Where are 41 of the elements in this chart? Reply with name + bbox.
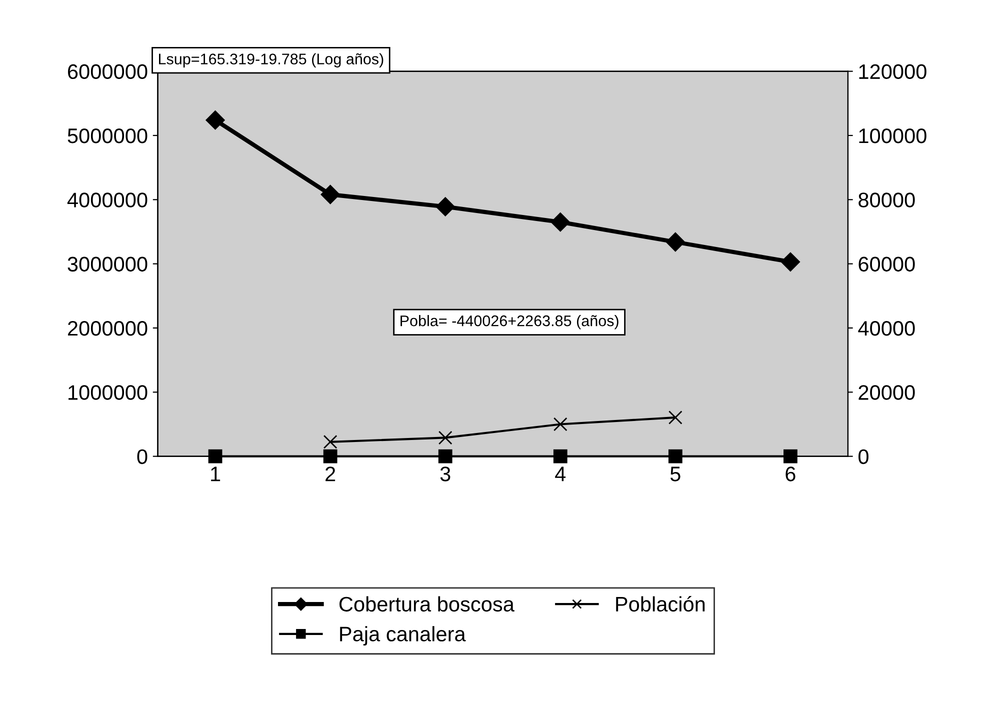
y2-tick-label: 40000 bbox=[858, 320, 915, 336]
y2-tick-label: 100000 bbox=[859, 128, 926, 144]
y2-tick-label: 80000 bbox=[858, 192, 915, 208]
point bbox=[553, 417, 568, 432]
point bbox=[668, 449, 682, 464]
point bbox=[436, 197, 455, 216]
point bbox=[553, 449, 568, 464]
y-tick-label: 2000000 bbox=[68, 320, 148, 336]
point bbox=[323, 434, 338, 449]
y2-tick-label: 0 bbox=[858, 449, 868, 464]
y2-tick-label: 60000 bbox=[858, 256, 915, 272]
x-tick-label: 4 bbox=[555, 466, 566, 482]
point bbox=[550, 212, 570, 232]
point bbox=[323, 449, 338, 464]
legend-label: Población bbox=[616, 596, 705, 612]
text: Lsup=165.319-19.785 (Log años) bbox=[159, 53, 384, 68]
point bbox=[438, 430, 452, 445]
y2-tick-label: 120000 bbox=[859, 64, 926, 80]
point bbox=[206, 110, 225, 130]
y-tick-label: 5000000 bbox=[68, 128, 148, 144]
y2-tick-label: 20000 bbox=[858, 385, 915, 400]
y-tick-label: 4000000 bbox=[67, 192, 148, 208]
annotation: Pobla= -440026+2263.85 (años) bbox=[400, 315, 618, 330]
x-tick-label: 2 bbox=[326, 466, 336, 482]
x-tick-label: 3 bbox=[440, 466, 450, 482]
point bbox=[438, 449, 452, 464]
legend-label: Paja canalera bbox=[340, 626, 466, 646]
x-tick-label: 5 bbox=[670, 466, 680, 482]
point bbox=[780, 252, 800, 272]
point bbox=[208, 449, 222, 464]
y-tick-label: 6000000 bbox=[68, 64, 148, 80]
point bbox=[666, 232, 685, 252]
y-tick-label: 0 bbox=[137, 449, 148, 464]
point bbox=[668, 410, 682, 424]
x-tick-label: 6 bbox=[786, 466, 796, 482]
legend-label: Cobertura boscosa bbox=[339, 596, 514, 612]
x-tick-label: 1 bbox=[211, 466, 220, 482]
y-tick-label: 3000000 bbox=[68, 256, 148, 272]
point bbox=[784, 449, 798, 464]
y-tick-label: 1000000 bbox=[68, 385, 148, 400]
point bbox=[320, 184, 340, 204]
